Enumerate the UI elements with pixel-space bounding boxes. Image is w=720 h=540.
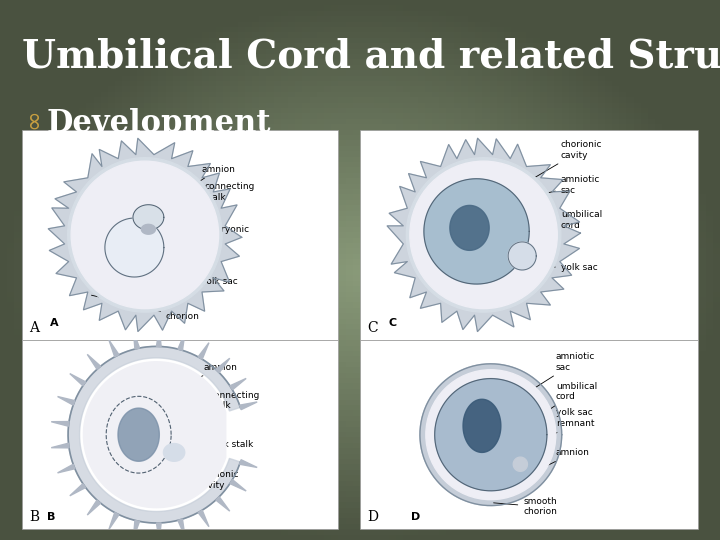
Text: ∞: ∞: [22, 108, 45, 129]
Text: amnion: amnion: [511, 448, 590, 484]
Text: smooth
chorion: smooth chorion: [494, 497, 557, 516]
Polygon shape: [240, 460, 257, 468]
Text: B: B: [29, 510, 39, 524]
Polygon shape: [178, 519, 185, 537]
Polygon shape: [156, 523, 161, 540]
Polygon shape: [216, 358, 230, 373]
Polygon shape: [84, 362, 226, 508]
Circle shape: [410, 161, 557, 308]
Polygon shape: [198, 343, 209, 359]
Text: C: C: [367, 321, 378, 335]
Text: amnion: amnion: [159, 363, 238, 397]
Text: D: D: [411, 512, 420, 522]
Text: A: A: [50, 318, 59, 328]
Polygon shape: [68, 346, 240, 523]
Polygon shape: [424, 179, 529, 284]
Polygon shape: [51, 443, 69, 448]
Bar: [360, 340, 698, 529]
Text: chorionic
cavity: chorionic cavity: [535, 140, 603, 177]
Polygon shape: [198, 510, 209, 526]
Polygon shape: [141, 225, 156, 234]
Bar: [22, 340, 338, 529]
Text: yolk stalk: yolk stalk: [177, 440, 253, 449]
Polygon shape: [70, 484, 86, 496]
Text: Umbilical Cord and related Structures: Umbilical Cord and related Structures: [22, 38, 720, 76]
Text: Development: Development: [47, 108, 271, 139]
Text: umbilical
cord: umbilical cord: [514, 382, 597, 433]
Polygon shape: [87, 500, 101, 515]
Text: yolk sac: yolk sac: [525, 263, 598, 272]
Polygon shape: [51, 422, 69, 426]
Text: connecting
stalk: connecting stalk: [161, 183, 255, 220]
Polygon shape: [133, 205, 164, 230]
Polygon shape: [513, 457, 528, 471]
Polygon shape: [508, 242, 536, 270]
Polygon shape: [87, 354, 101, 369]
Text: C: C: [389, 318, 397, 328]
Polygon shape: [240, 402, 257, 410]
Polygon shape: [109, 340, 119, 357]
Text: yolk sac
remnant: yolk sac remnant: [523, 408, 594, 460]
Circle shape: [68, 158, 222, 312]
Text: chorionic
cavity: chorionic cavity: [109, 470, 239, 490]
Polygon shape: [105, 218, 164, 277]
Text: umbilical
cord: umbilical cord: [508, 211, 602, 241]
Circle shape: [426, 370, 556, 500]
Text: amniotic
sac: amniotic sac: [521, 176, 600, 199]
Polygon shape: [156, 329, 161, 347]
Polygon shape: [463, 399, 501, 453]
Text: chorion: chorion: [91, 295, 200, 321]
Text: connecting
stalk: connecting stalk: [171, 391, 260, 428]
Circle shape: [420, 364, 562, 505]
Polygon shape: [48, 138, 242, 332]
Polygon shape: [109, 512, 119, 529]
Polygon shape: [133, 331, 140, 349]
Text: yolk sac: yolk sac: [137, 260, 238, 286]
Bar: [360, 130, 698, 340]
Polygon shape: [450, 205, 489, 251]
Polygon shape: [230, 480, 246, 491]
Polygon shape: [230, 379, 246, 390]
Circle shape: [71, 161, 219, 308]
Text: D: D: [367, 510, 378, 524]
Polygon shape: [387, 138, 580, 332]
Text: A: A: [29, 321, 39, 335]
Text: amniotic
sac: amniotic sac: [528, 352, 595, 392]
Polygon shape: [118, 408, 159, 461]
Polygon shape: [133, 521, 140, 538]
Text: B: B: [47, 512, 55, 522]
Text: embryonic
disc: embryonic disc: [151, 225, 249, 244]
Polygon shape: [58, 396, 75, 405]
Polygon shape: [58, 464, 75, 473]
Polygon shape: [178, 333, 185, 350]
Polygon shape: [163, 443, 185, 461]
Circle shape: [406, 158, 561, 312]
Text: amnion: amnion: [158, 165, 235, 209]
Polygon shape: [435, 379, 547, 491]
Bar: [22, 130, 338, 340]
Polygon shape: [70, 374, 86, 386]
Polygon shape: [216, 497, 230, 511]
